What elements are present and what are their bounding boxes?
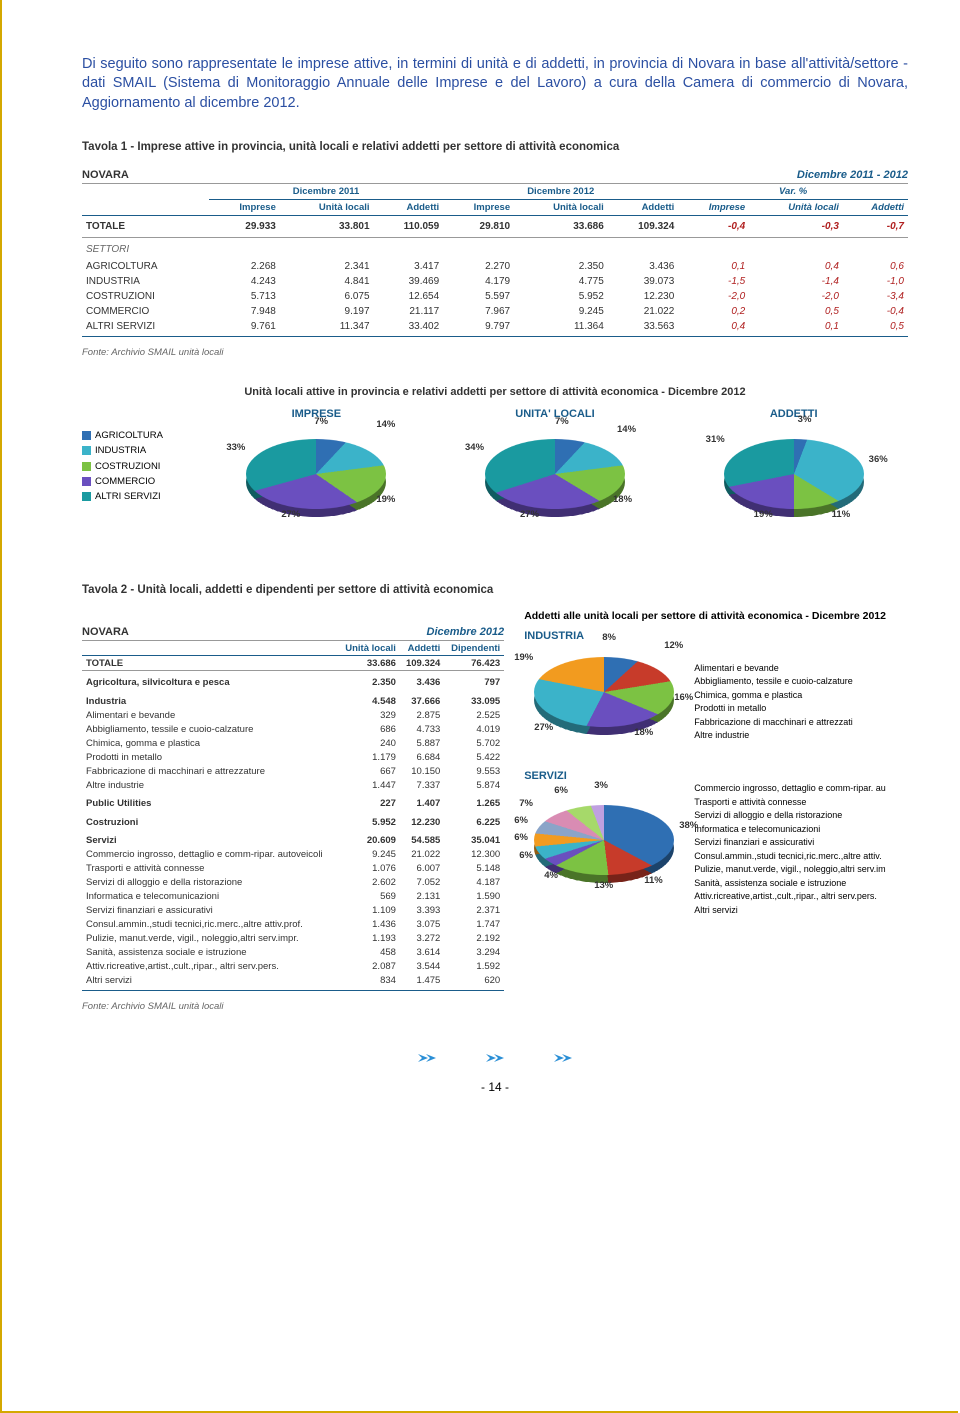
t2-pie-title: Addetti alle unità locali per settore di…	[524, 610, 908, 622]
tav2-table: Unità localiAddettiDipendenti TOTALE33.6…	[82, 641, 504, 988]
tav2-title: Tavola 2 - Unità locali, addetti e dipen…	[82, 584, 908, 596]
tav1-title: Tavola 1 - Imprese attive in provincia, …	[82, 141, 908, 153]
period-range: Dicembre 2011 - 2012	[797, 169, 908, 181]
novara-label: NOVARA	[82, 169, 129, 181]
arrow-icon	[486, 1052, 504, 1064]
page-number: - 14 -	[82, 1080, 908, 1094]
pies-title: Unità locali attive in provincia e relat…	[82, 386, 908, 398]
pies-row: AGRICOLTURAINDUSTRIACOSTRUZIONICOMMERCIO…	[82, 408, 908, 524]
arrow-row	[82, 1052, 908, 1064]
servizi-label: SERVIZI	[524, 770, 908, 782]
tav1-table: Dicembre 2011 Dicembre 2012 Var. % Impre…	[82, 184, 908, 334]
source-2: Fonte: Archivio SMAIL unità locali	[82, 1001, 504, 1012]
pies-legend: AGRICOLTURAINDUSTRIACOSTRUZIONICOMMERCIO…	[82, 408, 192, 504]
intro-text: Di seguito sono rappresentate le imprese…	[82, 55, 908, 114]
source-1: Fonte: Archivio SMAIL unità locali	[82, 347, 908, 358]
arrow-icon	[418, 1052, 436, 1064]
arrow-icon	[554, 1052, 572, 1064]
industria-label: INDUSTRIA	[524, 630, 908, 642]
